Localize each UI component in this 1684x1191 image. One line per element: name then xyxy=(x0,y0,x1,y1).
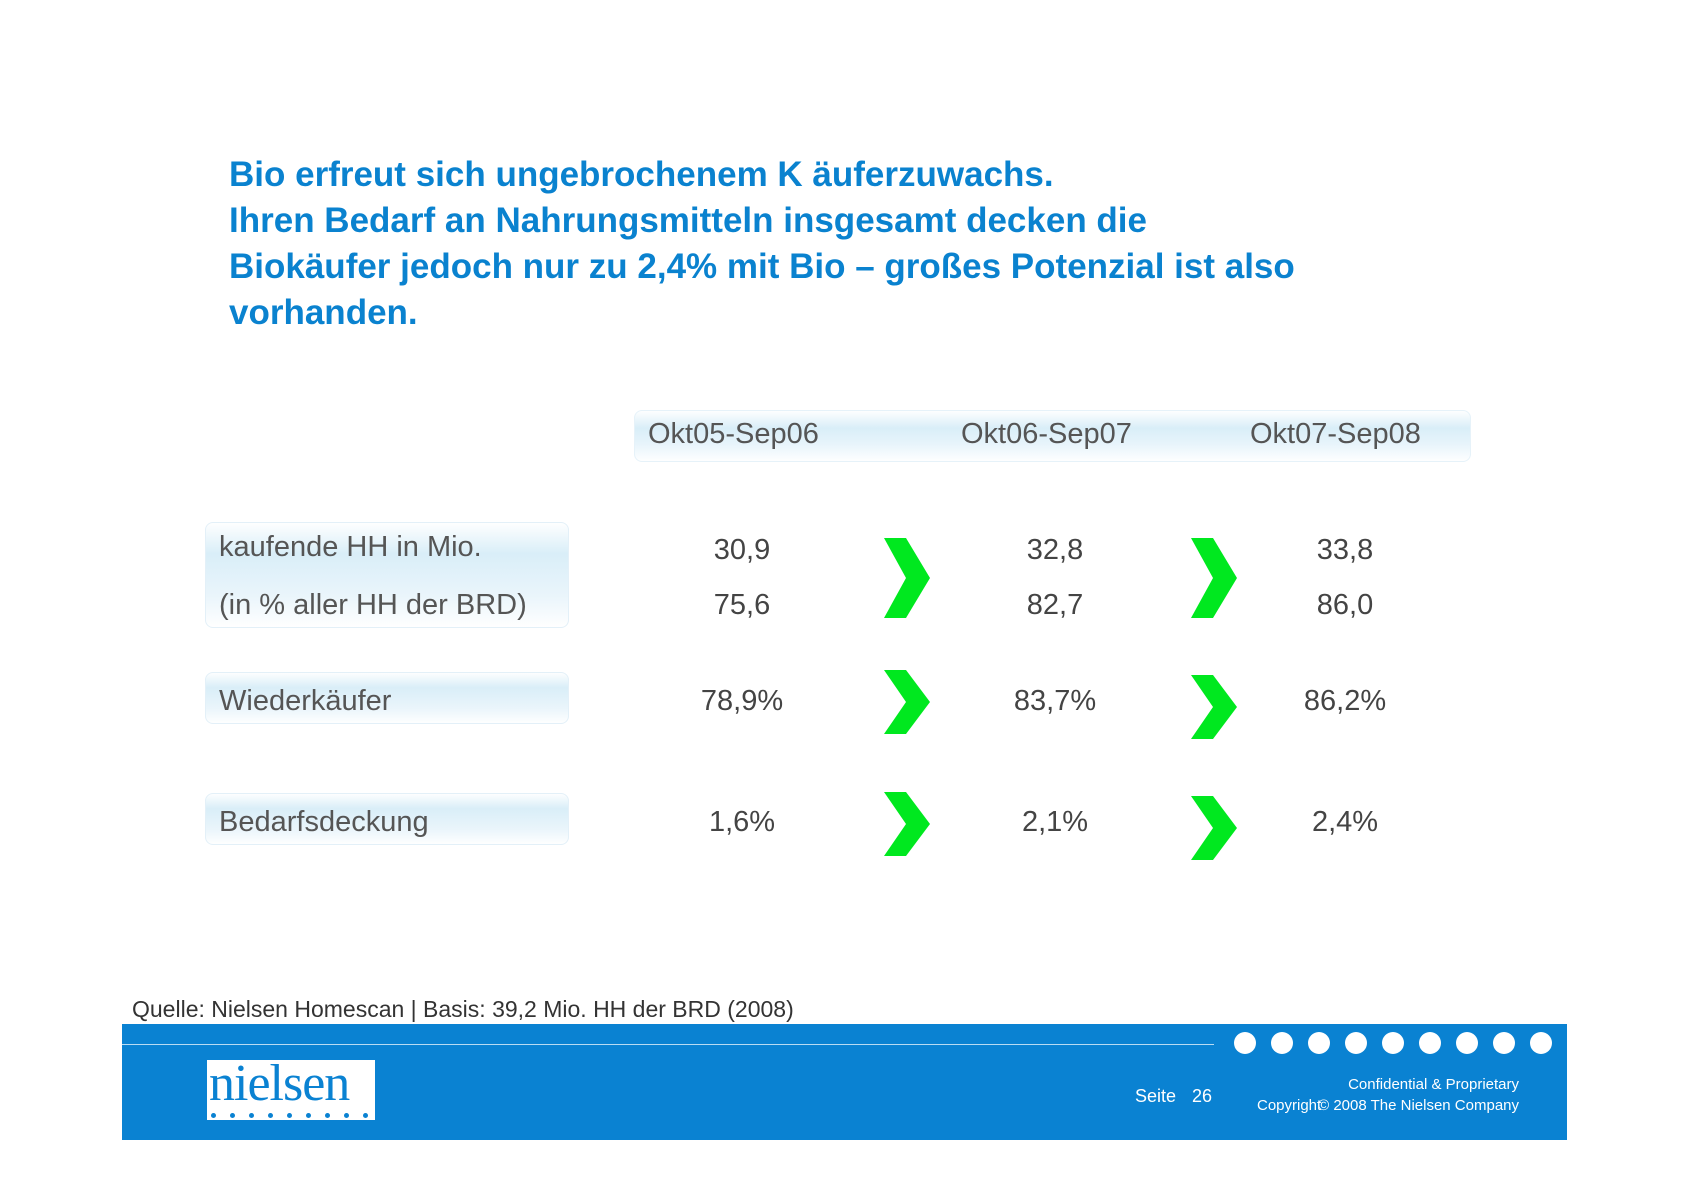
cell-buyers-2006: 30,9 xyxy=(713,534,771,566)
dot-icon xyxy=(1456,1032,1478,1054)
row-label-box-repeat xyxy=(205,672,569,724)
copyright-text: © 2008 The Nielsen Company xyxy=(1318,1097,1519,1114)
dot-icon xyxy=(1382,1032,1404,1054)
cell-repeat-2007: 83,7% xyxy=(1013,685,1097,717)
footer-bar: nielsen Seite 26 Confidential & Propriet… xyxy=(122,1024,1567,1140)
cell-coverage-2006: 1,6% xyxy=(708,806,776,838)
dot-icon xyxy=(1530,1032,1552,1054)
cell-share-2006: 75,6 xyxy=(713,589,771,621)
slide-title: Bio erfreut sich ungebrochenem K äuferzu… xyxy=(229,152,1529,336)
footer-dots xyxy=(1234,1032,1552,1054)
title-line-3: Biokäufer jedoch nur zu 2,4% mit Bio – g… xyxy=(229,247,1295,286)
cell-repeat-2006: 78,9% xyxy=(700,685,784,717)
cell-buyers-2007: 32,8 xyxy=(1026,534,1084,566)
page-number: 26 xyxy=(1192,1086,1213,1106)
chevron-right-icon xyxy=(1191,796,1237,860)
row-label-household-share: (in % aller HH der BRD) xyxy=(219,589,527,621)
dot-icon xyxy=(1308,1032,1330,1054)
page-label: Seite xyxy=(1135,1086,1177,1106)
logo-dots xyxy=(211,1113,368,1118)
dot-icon xyxy=(1234,1032,1256,1054)
row-label-box-coverage xyxy=(205,793,569,845)
column-header-2: Okt06-Sep07 xyxy=(961,418,1132,450)
row-label-demand-coverage: Bedarfsdeckung xyxy=(219,806,429,838)
nielsen-logo: nielsen xyxy=(207,1055,375,1120)
cell-buyers-2008: 33,8 xyxy=(1316,534,1374,566)
chevron-right-icon xyxy=(884,792,930,856)
cell-coverage-2008: 2,4% xyxy=(1311,806,1379,838)
dot-icon xyxy=(1493,1032,1515,1054)
chevron-right-icon xyxy=(1191,675,1237,739)
column-header-1: Okt05-Sep06 xyxy=(648,418,819,450)
row-label-buying-households: kaufende HH in Mio. xyxy=(219,531,482,563)
cell-repeat-2008: 86,2% xyxy=(1303,685,1387,717)
dot-icon xyxy=(1271,1032,1293,1054)
cell-coverage-2007: 2,1% xyxy=(1021,806,1089,838)
title-line-4: vorhanden. xyxy=(229,293,418,332)
source-note: Quelle: Nielsen Homescan | Basis: 39,2 M… xyxy=(132,996,794,1022)
copyright-label: Copyright xyxy=(1257,1097,1322,1114)
title-line-2: Ihren Bedarf an Nahrungsmitteln insgesam… xyxy=(229,201,1147,240)
row-label-box-buyers xyxy=(205,522,569,628)
column-header-3: Okt07-Sep08 xyxy=(1250,418,1421,450)
row-label-repeat-buyers: Wiederkäufer xyxy=(219,685,392,717)
title-line-1: Bio erfreut sich ungebrochenem K äuferzu… xyxy=(229,155,1054,194)
dot-icon xyxy=(1345,1032,1367,1054)
cell-share-2007: 82,7 xyxy=(1026,589,1084,621)
chevron-right-icon xyxy=(1191,538,1237,618)
column-header-band xyxy=(634,410,1471,462)
dot-icon xyxy=(1419,1032,1441,1054)
logo-wordmark: nielsen xyxy=(209,1055,350,1112)
footer-divider xyxy=(122,1044,1214,1045)
chevron-right-icon xyxy=(884,538,930,618)
cell-share-2008: 86,0 xyxy=(1316,589,1374,621)
chevron-right-icon xyxy=(884,670,930,734)
confidential-note: Confidential & Proprietary xyxy=(1348,1076,1519,1093)
